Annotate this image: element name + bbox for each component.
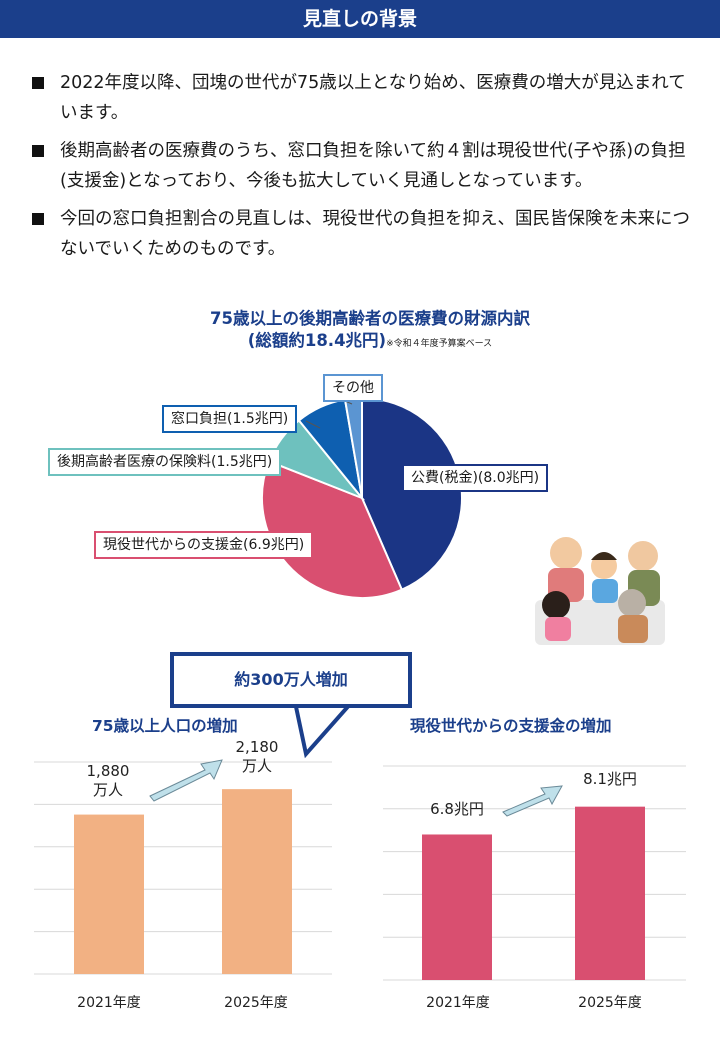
right-bar-1-label: 6.8兆円: [430, 800, 484, 818]
left-xlabel-2021: 2021年度: [77, 995, 141, 1011]
girl-body-shape: [545, 617, 571, 641]
left-chart-title: 75歳以上人口の増加: [92, 717, 238, 735]
grandpa-head-shape: [628, 541, 658, 571]
girl-hair-shape: [542, 591, 570, 619]
left-bar-1-label: 1,880 万人: [68, 762, 148, 800]
right-bar-2: [575, 806, 645, 980]
grandma-head-shape: [550, 537, 582, 569]
left-bar-2-value: 2,180: [235, 738, 279, 756]
bullet-item: 後期高齢者の医療費のうち、窓口負担を除いて約４割は現役世代(子や孫)の負担(支援…: [32, 136, 692, 196]
bullet-list: 2022年度以降、団塊の世代が75歳以上となり始め、医療費の増大が見込まれていま…: [32, 68, 692, 272]
increase-arrow-icon: [502, 785, 563, 817]
square-bullet-icon: [32, 145, 44, 157]
pie-label-window: 窓口負担(1.5兆円): [162, 405, 298, 433]
left-bar-1-value: 1,880: [86, 762, 130, 780]
left-bar-chart: [34, 759, 332, 975]
boy-hair-shape: [591, 552, 617, 560]
left-bar-2: [222, 789, 292, 974]
square-bullet-icon: [32, 77, 44, 89]
speech-bubble: 約300万人増加: [170, 652, 412, 708]
leader-line-window: [305, 420, 321, 429]
page-title: 見直しの背景: [302, 8, 417, 30]
grandma2-hair-shape: [618, 589, 646, 617]
right-chart-title: 現役世代からの支援金の増加: [410, 717, 612, 735]
pie-title-line1: 75歳以上の後期高齢者の医療費の財源内訳: [210, 309, 530, 328]
bullet-item: 今回の窓口負担割合の見直しは、現役世代の負担を抑え、国民皆保険を未来につないでい…: [32, 204, 692, 264]
right-xlabel-2021: 2021年度: [426, 995, 490, 1011]
pie-label-other: その他: [323, 374, 383, 402]
pie-slice-2: [261, 460, 404, 599]
bullet-item: 2022年度以降、団塊の世代が75歳以上となり始め、医療費の増大が見込まれていま…: [32, 68, 692, 128]
left-bar-2-unit: 万人: [241, 757, 272, 775]
right-bar-chart: [383, 765, 686, 981]
left-xlabel-2025: 2025年度: [224, 995, 288, 1011]
pie-label-public: 公費(税金)(8.0兆円): [402, 464, 549, 492]
right-bar-2-label: 8.1兆円: [583, 770, 637, 788]
right-bar-1: [422, 834, 492, 980]
speech-bubble-tail: [292, 700, 357, 759]
pie-chart: [261, 396, 463, 599]
right-xlabel-2025: 2025年度: [578, 995, 642, 1011]
left-bar-2-label: 2,180 万人: [217, 738, 297, 776]
speech-bubble-text: 約300万人増加: [234, 670, 348, 689]
pie-label-support: 現役世代からの支援金(6.9兆円): [94, 531, 314, 559]
left-bar-1: [74, 814, 144, 974]
boy-body-shape: [592, 579, 618, 603]
pie-label-insurance: 後期高齢者医療の保険料(1.5兆円): [48, 448, 282, 476]
bullet-text: 後期高齢者の医療費のうち、窓口負担を除いて約４割は現役世代(子や孫)の負担(支援…: [60, 141, 686, 191]
pie-title-note: ※令和４年度予算案ベース: [386, 339, 493, 349]
grandma2-body-shape: [618, 615, 648, 643]
square-bullet-icon: [32, 213, 44, 225]
page-header: 見直しの背景: [0, 0, 720, 38]
left-bar-1-unit: 万人: [92, 781, 123, 799]
pie-chart-title: 75歳以上の後期高齢者の医療費の財源内訳 (総額約18.4兆円)※令和４年度予算…: [150, 308, 590, 355]
family-illustration: [535, 537, 665, 645]
increase-arrow-icon: [149, 759, 223, 802]
bullet-text: 2022年度以降、団塊の世代が75歳以上となり始め、医療費の増大が見込まれていま…: [60, 73, 686, 123]
bullet-text: 今回の窓口負担割合の見直しは、現役世代の負担を抑え、国民皆保険を未来につないでい…: [60, 209, 690, 259]
pie-title-line2: (総額約18.4兆円): [247, 331, 387, 350]
